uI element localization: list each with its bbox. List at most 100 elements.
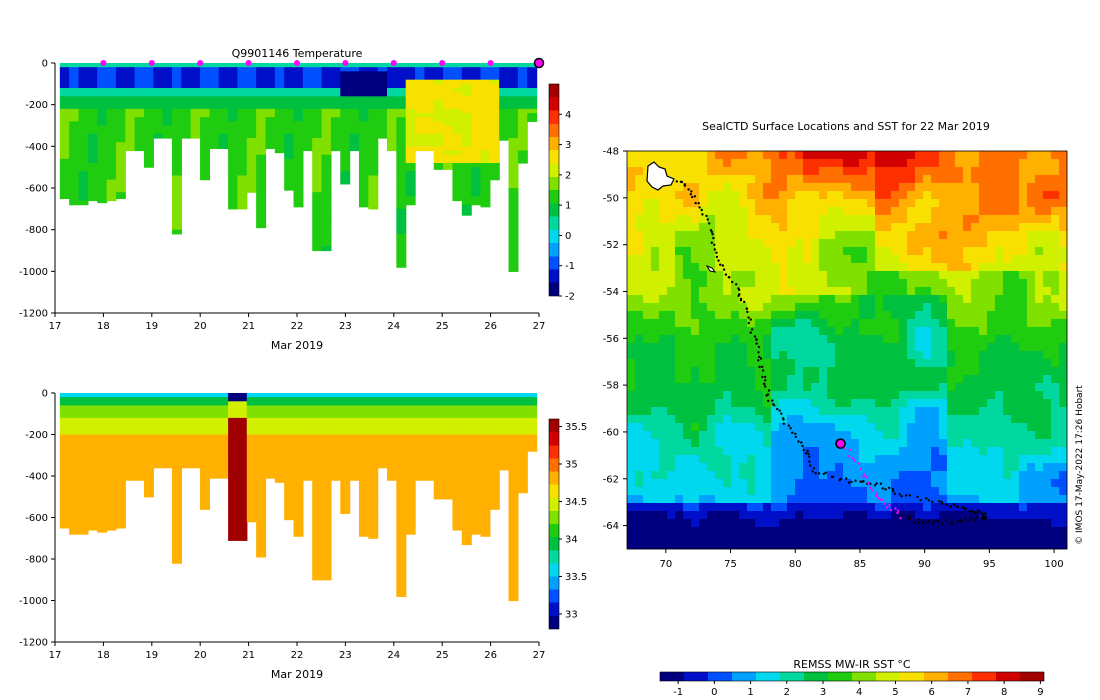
section-cell — [415, 142, 426, 147]
section-cell — [284, 117, 295, 122]
x-tick-label: 17 — [49, 650, 62, 661]
sst-cell — [635, 311, 644, 320]
section-cell — [134, 422, 145, 427]
section-cell — [312, 513, 323, 519]
section-cell — [471, 397, 482, 402]
section-cell — [237, 200, 248, 206]
section-cell — [293, 405, 304, 411]
section-cell — [78, 451, 89, 456]
sst-cell — [1011, 207, 1020, 216]
sst-cell — [747, 191, 756, 200]
sst-cell — [691, 215, 700, 224]
section-cell — [396, 393, 407, 398]
sst-cell — [939, 151, 948, 160]
sst-cell — [627, 199, 636, 208]
section-cell — [489, 426, 500, 431]
sst-cell — [835, 223, 844, 232]
section-cell — [452, 125, 463, 131]
sst-cell — [851, 215, 860, 224]
sst-cell — [635, 375, 644, 384]
section-cell — [172, 196, 182, 202]
section-cell — [480, 138, 491, 143]
section-cell — [172, 75, 182, 81]
section-cell — [200, 393, 211, 398]
section-cell — [452, 129, 463, 135]
section-cell — [69, 417, 80, 423]
sst-cell — [971, 359, 980, 368]
sst-cell — [1011, 303, 1020, 312]
sst-cell — [659, 239, 668, 248]
section-cell — [433, 446, 444, 452]
section-cell — [69, 129, 80, 135]
section-cell — [443, 455, 454, 460]
section-cell — [228, 513, 239, 519]
section-cell — [237, 451, 248, 456]
sst-cell — [843, 151, 852, 160]
section-cell — [153, 422, 164, 427]
section-cell — [256, 188, 267, 193]
sst-cell — [635, 175, 644, 184]
sst-cell — [995, 263, 1004, 272]
sst-cell — [811, 167, 820, 176]
sst-cell — [795, 183, 804, 192]
sst-cell — [1027, 247, 1036, 256]
section-cell — [489, 117, 500, 122]
section-cell — [321, 513, 332, 519]
sst-cell — [1043, 215, 1052, 224]
section-cell — [172, 467, 182, 473]
sst-cell — [683, 351, 692, 360]
section-cell — [143, 108, 154, 114]
sst-cell — [755, 175, 764, 184]
section-cell — [162, 397, 173, 402]
section-cell — [106, 525, 117, 531]
sst-cell — [1019, 415, 1028, 424]
sst-cell — [835, 279, 844, 288]
sst-cell — [787, 279, 796, 288]
sst-cell — [803, 255, 812, 264]
section-cell — [125, 138, 136, 143]
section-cell — [97, 525, 108, 531]
section-cell — [340, 430, 351, 436]
sst-cell — [683, 271, 692, 280]
section-cell — [443, 71, 454, 77]
section-cell — [358, 146, 369, 152]
section-cell — [340, 422, 351, 427]
sst-cell — [723, 279, 732, 288]
section-cell — [471, 509, 482, 514]
sst-cell — [867, 319, 876, 328]
sst-cell — [851, 255, 860, 264]
sst-cell — [731, 279, 740, 288]
section-cell — [200, 413, 211, 419]
section-cell — [321, 75, 332, 81]
section-cell — [190, 451, 201, 456]
section-cell — [452, 467, 463, 473]
sst-cell — [667, 335, 676, 344]
sst-cell — [723, 415, 732, 424]
section-cell — [471, 500, 482, 506]
x-tick-label: 20 — [194, 650, 207, 661]
sst-cell — [995, 295, 1004, 304]
sst-cell — [659, 367, 668, 376]
sst-cell — [683, 207, 692, 216]
section-cell — [228, 125, 239, 131]
section-cell — [59, 513, 70, 519]
section-cell — [452, 67, 463, 72]
section-cell — [59, 413, 70, 419]
sst-cell — [1003, 271, 1012, 280]
sst-cell — [875, 215, 884, 224]
section-cell — [153, 434, 164, 440]
section-cell — [143, 434, 154, 440]
section-cell — [312, 442, 323, 448]
sst-cell — [691, 167, 700, 176]
section-cell — [228, 146, 239, 152]
section-cell — [134, 434, 145, 440]
sst-cell — [915, 279, 924, 288]
section-cell — [508, 154, 519, 160]
sst-cell — [739, 255, 748, 264]
section-cell — [377, 92, 388, 97]
sst-cell — [675, 263, 684, 272]
section-cell — [321, 188, 332, 193]
section-cell — [302, 476, 313, 481]
sst-cell — [819, 311, 828, 320]
section-cell — [489, 446, 500, 452]
